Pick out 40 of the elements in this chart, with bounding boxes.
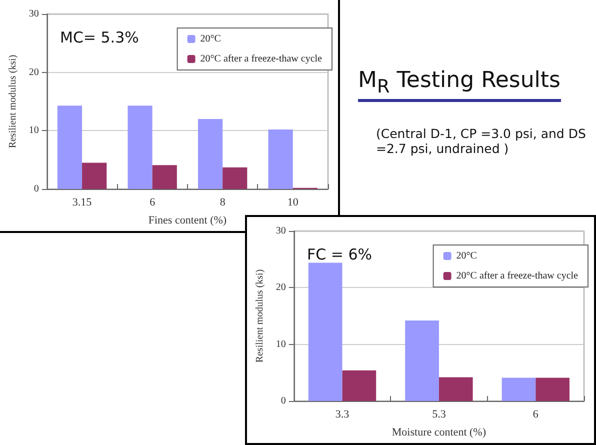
bar xyxy=(405,320,439,401)
annotation: FC = 6% xyxy=(307,246,372,264)
y-tick-label: 10 xyxy=(28,125,39,136)
y-tick-label: 0 xyxy=(280,396,286,406)
x-axis-title: Moisture content (%) xyxy=(392,426,486,438)
y-tick-label: 20 xyxy=(28,66,39,78)
bar xyxy=(82,162,107,189)
bar xyxy=(198,119,223,189)
x-tick-label: 10 xyxy=(287,196,299,208)
x-tick-label: 3.3 xyxy=(335,408,350,420)
bar xyxy=(536,378,570,401)
legend-label: 20°C after a freeze-thaw cycle xyxy=(456,270,579,282)
x-axis-title: Fines content (%) xyxy=(148,214,227,226)
bar xyxy=(57,106,82,189)
bar xyxy=(438,377,473,401)
x-tick-label: 6 xyxy=(150,196,156,208)
bar xyxy=(222,167,248,189)
bar xyxy=(308,262,342,401)
text: (Central D-1, CP =3.0 psi, and DS =2.7 psi, undrained ) xyxy=(376,126,587,156)
x-tick-label: 5.3 xyxy=(432,408,446,420)
x-tick-label: 3.15 xyxy=(72,196,92,208)
bar xyxy=(502,378,536,401)
y-axis-title: Resilient modulus (ksi) xyxy=(254,269,266,363)
legend-label: 20°C xyxy=(200,34,222,44)
x-tick-label: 8 xyxy=(220,196,226,208)
text: M$_{R}$ Testing Results xyxy=(358,68,561,102)
bar xyxy=(342,370,376,401)
y-tick-label: 10 xyxy=(276,338,286,350)
legend-label: 20°C after a freeze-thaw cycle xyxy=(200,54,323,64)
bar xyxy=(152,165,177,189)
x-tick-label: 6 xyxy=(532,408,539,420)
annotation: MC= 5.3% xyxy=(60,28,139,46)
legend-label: 20°C xyxy=(456,250,478,262)
y-tick-label: 30 xyxy=(276,226,286,236)
y-tick-label: 20 xyxy=(276,282,286,294)
bar xyxy=(268,130,293,189)
y-tick-label: 0 xyxy=(34,184,39,194)
bar xyxy=(128,106,152,189)
y-axis-title: Resilient modulus (ksi) xyxy=(8,54,18,148)
y-tick-label: 30 xyxy=(28,8,39,20)
